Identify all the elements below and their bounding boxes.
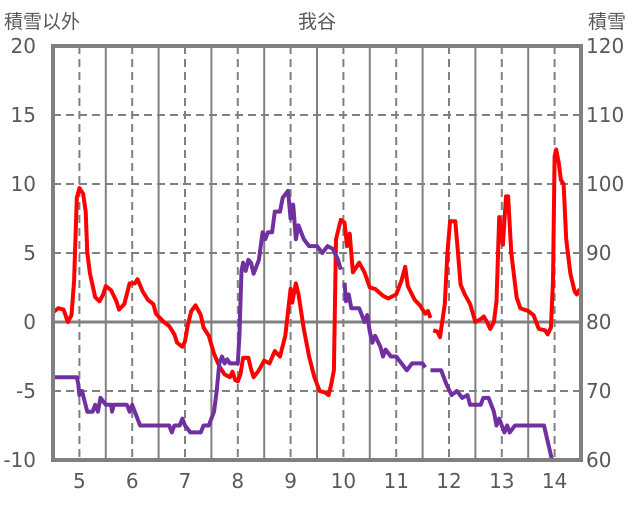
x-tick-label: 12 [436, 469, 461, 493]
plot-frame [51, 44, 583, 462]
x-tick-label: 14 [542, 469, 567, 493]
y-right-tick-label: 80 [586, 310, 611, 334]
x-tick-label: 11 [383, 469, 408, 493]
x-tick-label: 5 [73, 469, 86, 493]
y-left-tick-label: -10 [3, 448, 36, 472]
y-left-tick-label: 5 [23, 241, 36, 265]
y-left-tick-label: 15 [11, 103, 36, 127]
x-tick-label: 13 [489, 469, 514, 493]
y-left-tick-label: 10 [11, 172, 36, 196]
y-right-tick-label: 90 [586, 241, 611, 265]
y-right-tick-label: 120 [586, 34, 624, 58]
snow-depth-line [53, 188, 343, 435]
chart-title: 我谷 [298, 11, 336, 33]
y-axis-left-label: 積雪以外 [4, 11, 80, 33]
y-right-tick-label: 100 [586, 172, 624, 196]
y-right-tick-label: 110 [586, 103, 624, 127]
y-left-tick-label: 20 [11, 34, 36, 58]
y-right-tick-label: 70 [586, 379, 611, 403]
snow-depth-line [430, 368, 581, 462]
x-tick-label: 6 [126, 469, 139, 493]
y-left-tick-label: 0 [23, 310, 36, 334]
y-left-tick-label: -5 [16, 379, 36, 403]
non-snow-line [432, 147, 583, 340]
series-lines [51, 147, 583, 462]
snow-depth-line [342, 282, 427, 373]
y-axis-right-label: 積雪 [588, 11, 626, 33]
non-snow-line [51, 186, 433, 398]
x-tick-label: 10 [331, 469, 356, 493]
y-right-tick-label: 60 [586, 448, 611, 472]
tick-labels: 20 15 10 5 0 -5 -10 120 110 100 90 80 70 60 5 6 7 8 9 10 11 1… [3, 34, 624, 493]
x-tick-label: 8 [231, 469, 244, 493]
x-tick-label: 9 [284, 469, 297, 493]
x-tick-label: 7 [179, 469, 192, 493]
gridlines [53, 46, 581, 460]
